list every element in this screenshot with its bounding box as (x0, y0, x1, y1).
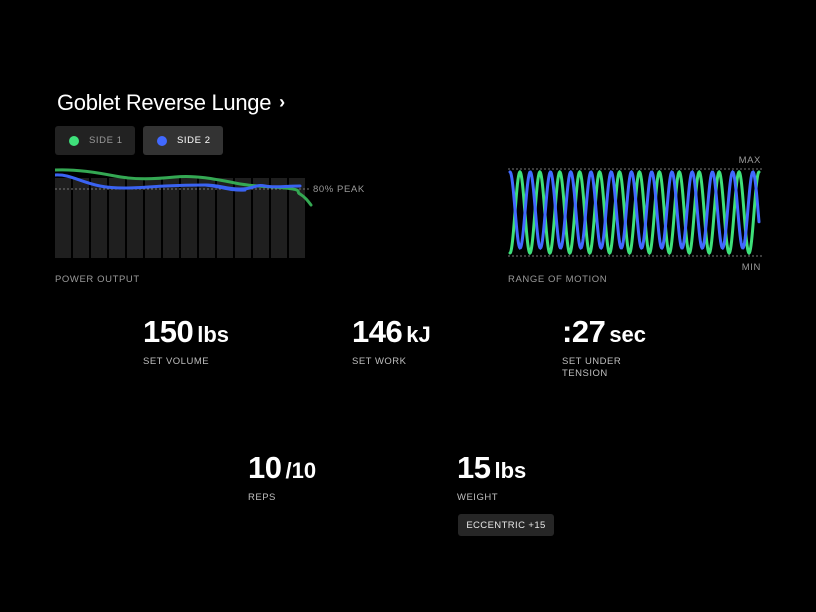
range-of-motion-chart: MAX MIN (508, 155, 762, 273)
tension-label-line2: TENSION (562, 367, 608, 379)
side-1-power-line-tail (298, 192, 313, 207)
reps-value: 10 (248, 450, 282, 485)
power-output-caption: POWER OUTPUT (55, 274, 140, 285)
power-bar (109, 178, 125, 258)
tension-unit: sec (609, 322, 647, 347)
weight-unit: lbs (494, 458, 527, 483)
exercise-title[interactable]: Goblet Reverse Lunge › (57, 90, 285, 116)
set-work-label: SET WORK (352, 356, 407, 367)
chevron-right-icon: › (279, 91, 285, 112)
set-work-stat: 146 kJ SET WORK (352, 316, 431, 368)
power-bar (127, 178, 143, 258)
side-1-dot-icon (69, 135, 79, 146)
weight-label: WEIGHT (457, 492, 498, 503)
power-bar (253, 178, 269, 258)
eccentric-badge[interactable]: ECCENTRIC +15 (458, 514, 554, 536)
side-2-rom-wave (508, 169, 761, 251)
side-2-button[interactable]: SIDE 2 (143, 126, 223, 155)
power-bar (145, 178, 161, 258)
side-2-label: SIDE 2 (177, 135, 211, 146)
range-of-motion-caption: RANGE OF MOTION (508, 274, 608, 285)
set-work-unit: kJ (406, 322, 431, 347)
power-bar (217, 178, 233, 258)
side-2-dot-icon (157, 135, 167, 146)
tension-value: :27 (562, 314, 606, 349)
side-1-power-line (55, 168, 302, 196)
power-bars (55, 178, 305, 258)
set-volume-value: 150 (143, 314, 194, 349)
side-1-rom-wave (508, 169, 761, 256)
weight-value: 15 (457, 450, 491, 485)
side-1-label: SIDE 1 (89, 135, 123, 146)
weight-stat: 15 lbs WEIGHT (457, 452, 526, 504)
power-bar (73, 178, 89, 258)
side-2-power-line-dip (203, 183, 247, 192)
set-volume-unit: lbs (197, 322, 230, 347)
time-under-tension-stat: :27 sec SET UNDER TENSION (562, 316, 646, 380)
exercise-title-text: Goblet Reverse Lunge (57, 90, 272, 115)
side-1-button[interactable]: SIDE 1 (55, 126, 135, 155)
power-bar (163, 178, 179, 258)
reps-label: REPS (248, 492, 276, 503)
set-volume-stat: 150 lbs SET VOLUME (143, 316, 229, 368)
power-bar (91, 178, 107, 258)
power-bar (181, 178, 197, 258)
power-bar (199, 178, 215, 258)
reps-stat: 10/10 REPS (248, 452, 316, 504)
power-bar (55, 178, 71, 258)
power-bar (289, 178, 305, 258)
set-volume-label: SET VOLUME (143, 356, 210, 367)
max-label: MAX (739, 155, 761, 166)
power-bar (235, 178, 251, 258)
tension-label-line1: SET UNDER (562, 356, 622, 367)
min-label: MIN (742, 262, 761, 273)
peak-label: 80% PEAK (313, 184, 365, 195)
power-bar (271, 178, 287, 258)
set-work-value: 146 (352, 314, 403, 349)
reps-total: /10 (285, 458, 317, 483)
power-output-chart: 80% PEAK (55, 168, 365, 258)
